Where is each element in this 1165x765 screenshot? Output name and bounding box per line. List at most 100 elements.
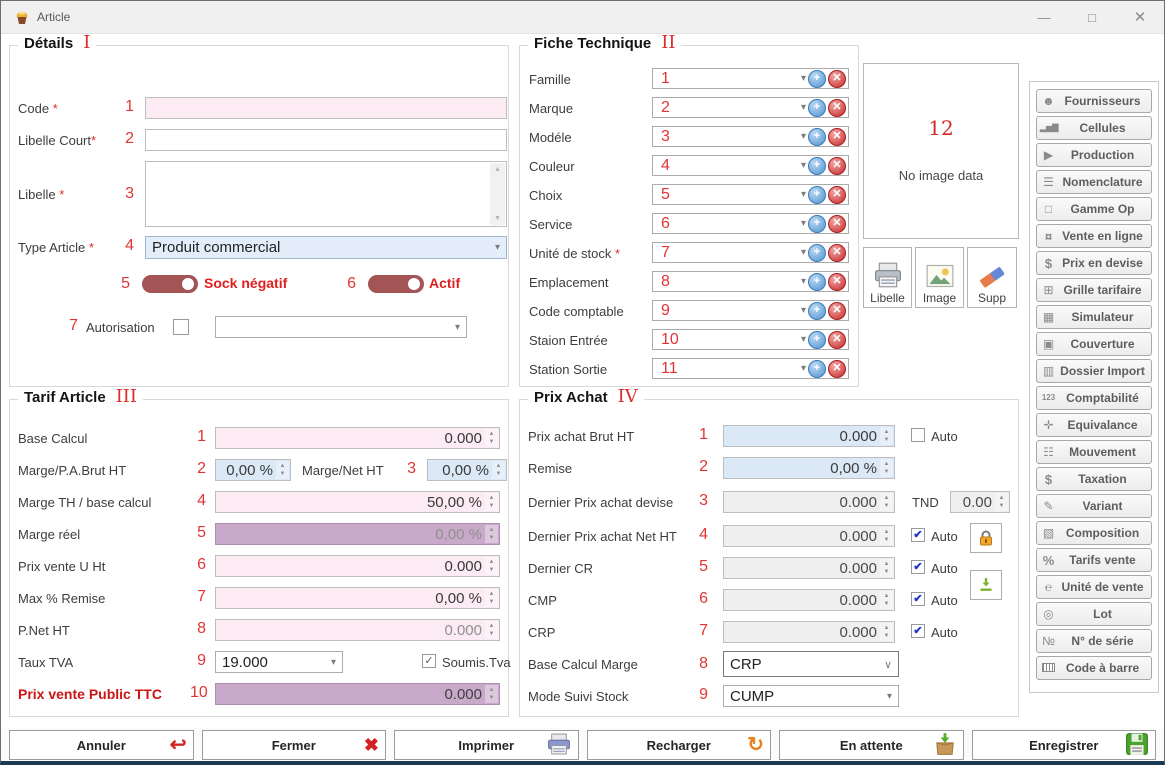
- delete-icon[interactable]: ✕: [828, 185, 846, 204]
- add-icon[interactable]: +: [808, 156, 826, 175]
- spinner-icon[interactable]: ▲ ▼: [276, 461, 289, 479]
- sidebar-item-unite-de-vente[interactable]: ℮ Unité de vente: [1036, 575, 1152, 599]
- sidebar-item-equivalance[interactable]: ✛ Equivalance: [1036, 413, 1152, 437]
- sidebar-item-grille-tarifaire[interactable]: ⊞ Grille tarifaire: [1036, 278, 1152, 302]
- sidebar-item-simulateur[interactable]: ▦ Simulateur: [1036, 305, 1152, 329]
- spinner-icon[interactable]: ▲ ▼: [880, 427, 893, 445]
- add-icon[interactable]: +: [808, 127, 826, 146]
- download-button[interactable]: [970, 570, 1002, 600]
- autorisation-checkbox[interactable]: [173, 319, 189, 335]
- sidebar-item-comptabilite[interactable]: 123 Comptabilité: [1036, 386, 1152, 410]
- sidebar-item-production[interactable]: ▶ Production: [1036, 143, 1152, 167]
- delete-icon[interactable]: ✕: [828, 359, 846, 378]
- add-icon[interactable]: +: [808, 214, 826, 233]
- image-button[interactable]: Image: [915, 247, 964, 308]
- textarea-scrollbar[interactable]: ▲ ▼: [490, 163, 505, 225]
- emplacement-combo[interactable]: 8 ▾ + ✕: [652, 271, 849, 292]
- imprimer-button[interactable]: Imprimer: [394, 730, 579, 760]
- spinner-icon[interactable]: ▲ ▼: [485, 557, 498, 575]
- add-icon[interactable]: +: [808, 272, 826, 291]
- add-icon[interactable]: +: [808, 330, 826, 349]
- spinner-icon[interactable]: ▲ ▼: [485, 429, 498, 447]
- maximize-icon[interactable]: □: [1088, 9, 1096, 25]
- minimize-icon[interactable]: —: [1037, 9, 1051, 25]
- add-icon[interactable]: +: [808, 359, 826, 378]
- cmp-auto-checkbox[interactable]: ✔: [911, 592, 925, 606]
- delete-icon[interactable]: ✕: [828, 156, 846, 175]
- taux-tva-select[interactable]: 19.000 ▾: [215, 651, 343, 673]
- add-icon[interactable]: +: [808, 69, 826, 88]
- net-auto-checkbox[interactable]: ✔: [911, 528, 925, 542]
- delete-icon[interactable]: ✕: [828, 301, 846, 320]
- modele-combo[interactable]: 3 ▾ + ✕: [652, 126, 849, 147]
- choix-combo[interactable]: 5 ▾ + ✕: [652, 184, 849, 205]
- autorisation-select[interactable]: ▾: [215, 316, 467, 338]
- libelle-textarea[interactable]: ▲ ▼: [145, 161, 507, 227]
- marge-brut-input[interactable]: 0,00 % ▲ ▼: [215, 459, 291, 481]
- base-calcul-input[interactable]: 0.000 ▲ ▼: [215, 427, 500, 449]
- type-article-select[interactable]: Produit commercial ▾: [145, 236, 507, 259]
- prix-achat-brut-input[interactable]: 0.000 ▲ ▼: [723, 425, 895, 447]
- unite-stock-combo[interactable]: 7 ▾ + ✕: [652, 242, 849, 263]
- add-icon[interactable]: +: [808, 301, 826, 320]
- sidebar-item-mouvement[interactable]: ☷ Mouvement: [1036, 440, 1152, 464]
- code-input[interactable]: [145, 97, 507, 119]
- delete-icon[interactable]: ✕: [828, 127, 846, 146]
- crp-auto-checkbox[interactable]: ✔: [911, 624, 925, 638]
- delete-icon[interactable]: ✕: [828, 98, 846, 117]
- sidebar-item-variant[interactable]: ✎ Variant: [1036, 494, 1152, 518]
- fermer-button[interactable]: Fermer ✖: [201, 730, 386, 760]
- marge-th-input[interactable]: 50,00 % ▲ ▼: [215, 491, 500, 513]
- spinner-icon[interactable]: ▲ ▼: [492, 461, 505, 479]
- sidebar-item-cellules[interactable]: ▂▅▇ Cellules: [1036, 116, 1152, 140]
- station-sortie-combo[interactable]: 11 ▾ + ✕: [652, 358, 849, 379]
- scroll-down-icon[interactable]: ▼: [494, 215, 501, 222]
- annuler-button[interactable]: Annuler ↩: [9, 730, 194, 760]
- sidebar-item-lot[interactable]: ◎ Lot: [1036, 602, 1152, 626]
- sidebar-item-composition[interactable]: ▧ Composition: [1036, 521, 1152, 545]
- marge-net-input[interactable]: 0,00 % ▲ ▼: [427, 459, 507, 481]
- sidebar-item-n-de-serie[interactable]: № N° de série: [1036, 629, 1152, 653]
- sidebar-item-tarifs-vente[interactable]: % Tarifs vente: [1036, 548, 1152, 572]
- add-icon[interactable]: +: [808, 185, 826, 204]
- spinner-icon[interactable]: ▲ ▼: [485, 493, 498, 511]
- service-combo[interactable]: 6 ▾ + ✕: [652, 213, 849, 234]
- en-attente-button[interactable]: En attente: [779, 730, 964, 760]
- lock-button[interactable]: [970, 523, 1002, 553]
- delete-icon[interactable]: ✕: [828, 69, 846, 88]
- add-icon[interactable]: +: [808, 243, 826, 262]
- base-calcul-marge-select[interactable]: CRP ∨: [723, 651, 899, 677]
- spinner-icon[interactable]: ▲ ▼: [880, 459, 893, 477]
- scroll-up-icon[interactable]: ▲: [494, 166, 501, 173]
- delete-icon[interactable]: ✕: [828, 330, 846, 349]
- sidebar-item-couverture[interactable]: ▣ Couverture: [1036, 332, 1152, 356]
- sidebar-item-taxation[interactable]: $ Taxation: [1036, 467, 1152, 491]
- close-icon[interactable]: ✕: [1133, 9, 1147, 26]
- remise-input[interactable]: 0,00 % ▲ ▼: [723, 457, 895, 479]
- sidebar-item-nomenclature[interactable]: ☰ Nomenclature: [1036, 170, 1152, 194]
- sidebar-item-code-a-barre[interactable]: Code à barre: [1036, 656, 1152, 680]
- brut-auto-checkbox[interactable]: [911, 428, 925, 442]
- delete-icon[interactable]: ✕: [828, 272, 846, 291]
- actif-toggle[interactable]: [368, 275, 424, 293]
- delete-icon[interactable]: ✕: [828, 214, 846, 233]
- sidebar-item-vente-en-ligne[interactable]: ¤ Vente en ligne: [1036, 224, 1152, 248]
- stock-negatif-toggle[interactable]: [142, 275, 198, 293]
- code-comptable-combo[interactable]: 9 ▾ + ✕: [652, 300, 849, 321]
- sidebar-item-prix-en-devise[interactable]: $ Prix en devise: [1036, 251, 1152, 275]
- libelle-court-input[interactable]: [145, 129, 507, 151]
- max-remise-input[interactable]: 0,00 % ▲ ▼: [215, 587, 500, 609]
- sidebar-item-fournisseurs[interactable]: ☻ Fournisseurs: [1036, 89, 1152, 113]
- recharger-button[interactable]: Recharger ↻: [586, 730, 771, 760]
- soumis-tva-checkbox[interactable]: ✓: [422, 654, 436, 668]
- delete-icon[interactable]: ✕: [828, 243, 846, 262]
- sidebar-item-gamme-op[interactable]: □ Gamme Op: [1036, 197, 1152, 221]
- libelle-print-button[interactable]: Libelle: [863, 247, 912, 308]
- cr-auto-checkbox[interactable]: ✔: [911, 560, 925, 574]
- supp-button[interactable]: Supp: [967, 247, 1017, 308]
- enregistrer-button[interactable]: Enregistrer: [971, 730, 1156, 760]
- spinner-icon[interactable]: ▲ ▼: [485, 589, 498, 607]
- prix-vente-u-input[interactable]: 0.000 ▲ ▼: [215, 555, 500, 577]
- marque-combo[interactable]: 2 ▾ + ✕: [652, 97, 849, 118]
- mode-suivi-stock-select[interactable]: CUMP ▾: [723, 685, 899, 707]
